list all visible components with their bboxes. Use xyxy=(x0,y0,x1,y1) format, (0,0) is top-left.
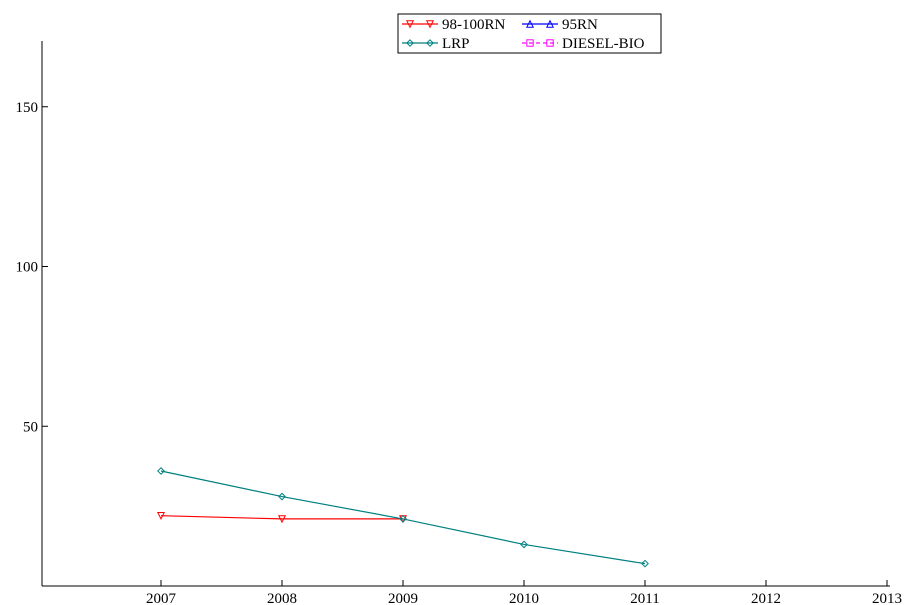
x-tick-label: 2013 xyxy=(872,591,902,605)
x-tick-label: 2007 xyxy=(146,591,177,605)
x-tick-label: 2011 xyxy=(630,591,659,605)
data-point-98-100rn xyxy=(277,515,287,524)
legend-item-98-100rn: 98-100RN xyxy=(402,17,506,33)
x-tick-label: 2012 xyxy=(751,591,781,605)
y-tick-label: 150 xyxy=(16,100,39,116)
x-tick-label: 2010 xyxy=(509,591,539,605)
legend-item-diesel-bio: DIESEL-BIO xyxy=(522,36,645,52)
series-lrp xyxy=(157,467,649,568)
x-tick-label: 2008 xyxy=(267,591,297,605)
legend-item-lrp: LRP xyxy=(402,36,470,52)
data-point-lrp xyxy=(278,492,286,501)
legend-label-lrp: LRP xyxy=(442,36,470,52)
data-point-lrp xyxy=(520,540,528,549)
series-lines xyxy=(156,467,649,568)
axes xyxy=(41,41,890,587)
series-line-lrp xyxy=(160,470,646,565)
legend-marker-lrp xyxy=(426,39,434,47)
legend-label-diesel-bio: DIESEL-BIO xyxy=(562,36,645,52)
legend-marker-98-100rn xyxy=(425,20,435,29)
data-point-98-100rn xyxy=(156,512,166,521)
series-98-100rn xyxy=(156,512,408,524)
legend-label-98-100rn: 98-100RN xyxy=(442,17,506,33)
legend: 98-100RN 95RN LRP DIESEL-BIO xyxy=(397,13,662,54)
data-point-lrp xyxy=(399,514,407,523)
legend-marker-diesel-bio xyxy=(526,39,534,47)
legend-marker-95rn xyxy=(525,19,535,28)
y-tick-label: 50 xyxy=(23,419,38,435)
legend-marker-98-100rn xyxy=(405,20,415,29)
y-tick-label: 100 xyxy=(16,260,39,276)
legend-item-95rn: 95RN xyxy=(522,17,598,33)
data-point-lrp xyxy=(641,559,649,568)
legend-marker-diesel-bio xyxy=(546,39,554,47)
data-point-lrp xyxy=(157,467,165,475)
legend-marker-95rn xyxy=(545,19,555,28)
series-line-98-100rn xyxy=(160,515,403,520)
legend-label-95rn: 95RN xyxy=(562,17,598,33)
tick-marks: 2007200820092010201120122013501001502002… xyxy=(16,100,903,605)
legend-marker-lrp xyxy=(406,39,414,47)
x-tick-label: 2009 xyxy=(388,591,418,605)
